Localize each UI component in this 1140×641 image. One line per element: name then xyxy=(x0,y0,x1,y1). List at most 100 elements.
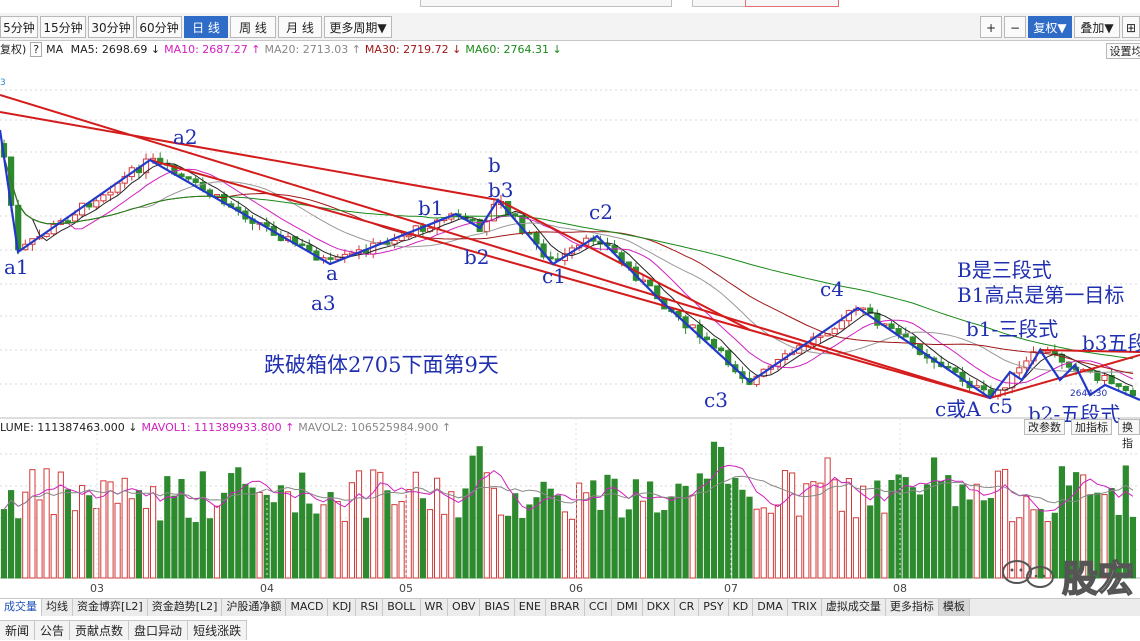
volume-bar-151 xyxy=(1073,472,1080,579)
candle-body-134 xyxy=(952,367,959,373)
indicator-tab-12[interactable]: ENE xyxy=(515,599,546,616)
period-monthly[interactable]: 月 线 xyxy=(278,16,322,38)
indicator-tab-17[interactable]: CR xyxy=(675,599,700,616)
add-indicator-button[interactable]: 加指标 xyxy=(1071,419,1112,435)
candle-body-10 xyxy=(71,214,79,222)
candle-body-25 xyxy=(178,173,185,178)
indicator-tab-10[interactable]: OBV xyxy=(448,599,481,616)
kline-chart[interactable]: 03 04 05 06 07 08 xyxy=(0,0,1140,600)
period-60min[interactable]: 60分钟 xyxy=(136,16,182,38)
candle-body-68 xyxy=(483,220,490,233)
indicator-tab-15[interactable]: DMI xyxy=(612,599,643,616)
period-daily[interactable]: 日 线 xyxy=(184,16,228,38)
volume-bar-156 xyxy=(1108,487,1115,579)
month-label-1: 04 xyxy=(260,582,274,595)
candle-body-46 xyxy=(327,257,334,260)
indicator-tab-2[interactable]: 资金博弈[L2] xyxy=(73,599,148,616)
volume-bar-134 xyxy=(952,506,959,579)
candle-body-118 xyxy=(838,320,845,330)
info-tab-2[interactable]: 贡献点数 xyxy=(70,620,130,640)
volume-bar-157 xyxy=(1115,514,1122,579)
candle-body-13 xyxy=(93,200,100,208)
volume-bar-99 xyxy=(703,478,710,579)
volume-bar-71 xyxy=(505,515,512,579)
zoom-out-button[interactable]: − xyxy=(1004,16,1026,38)
indicator-tab-8[interactable]: BOLL xyxy=(383,599,421,616)
x-axis-month-labels: 03 04 05 06 07 08 xyxy=(90,418,907,595)
label-c-or-A: c或A xyxy=(935,397,981,421)
period-15min[interactable]: 15分钟 xyxy=(40,16,86,38)
info-tab-3[interactable]: 盘口异动 xyxy=(129,620,189,640)
indicator-tab-23[interactable]: 更多指标 xyxy=(886,599,939,616)
indicator-tab-bar: 成交量 均线 资金博弈[L2] 资金趋势[L2] 沪股通净额 MACD KDJ RSI BOLL… xyxy=(0,598,1140,616)
indicator-tab-3[interactable]: 资金趋势[L2] xyxy=(148,599,223,616)
info-tab-4[interactable]: 短线涨跌 xyxy=(188,620,248,640)
volume-bar-131 xyxy=(931,457,938,579)
ma-settings-button[interactable]: 设置均 xyxy=(1106,43,1140,59)
indicator-tab-4[interactable]: 沪股通净额 xyxy=(222,599,287,616)
indicator-tab-14[interactable]: CCI xyxy=(585,599,613,616)
indicator-tab-6[interactable]: KDJ xyxy=(328,599,357,616)
volume-bar-0 xyxy=(0,509,8,579)
period-more-dropdown[interactable]: 更多周期▼ xyxy=(324,16,392,38)
indicator-tab-24[interactable]: 模板 xyxy=(938,599,970,616)
volume-ma-lines xyxy=(3,464,1134,512)
indicator-tab-1[interactable]: 均线 xyxy=(42,599,73,616)
volume-bar-40 xyxy=(284,491,292,579)
candle-body-101 xyxy=(718,347,725,352)
volume-bar-34 xyxy=(242,483,249,579)
candle-body-122 xyxy=(867,307,874,314)
indicator-tab-16[interactable]: DKX xyxy=(643,599,675,616)
candle-body-150 xyxy=(1065,361,1073,368)
info-tab-0[interactable]: 新闻 xyxy=(0,620,36,640)
indicator-tab-13[interactable]: BRAR xyxy=(546,599,585,616)
volume-bar-68 xyxy=(483,472,490,579)
volume-bar-124 xyxy=(881,512,888,579)
indicator-tab-22[interactable]: 虚拟成交量 xyxy=(822,599,886,616)
restore-rights-dropdown[interactable]: 复权▼ xyxy=(1028,16,1072,38)
restore-rights-label: 复权) xyxy=(0,43,27,56)
trend-line-2 xyxy=(149,159,991,399)
indicator-tab-7[interactable]: RSI xyxy=(356,599,384,616)
indicator-tab-0[interactable]: 成交量 xyxy=(0,599,42,616)
indicator-tab-21[interactable]: TRIX xyxy=(788,599,822,616)
period-30min[interactable]: 30分钟 xyxy=(88,16,134,38)
volume-bar-45 xyxy=(320,504,327,579)
indicator-tab-18[interactable]: PSY xyxy=(699,599,729,616)
indicator-tab-11[interactable]: BIAS xyxy=(480,599,515,616)
indicator-tab-20[interactable]: DMA xyxy=(753,599,788,616)
indicator-tab-5[interactable]: MACD xyxy=(286,599,329,616)
edit-params-button[interactable]: 改参数 xyxy=(1024,419,1065,435)
volume-bar-158 xyxy=(1122,465,1129,579)
volume-bar-4 xyxy=(29,469,36,579)
trend-lines xyxy=(0,94,1140,399)
volume-bar-101 xyxy=(718,446,725,579)
label-a: a xyxy=(326,261,338,285)
volume-bar-93 xyxy=(661,510,668,579)
volume-bar-121 xyxy=(860,485,867,579)
candle-body-26 xyxy=(185,176,192,180)
info-tab-1[interactable]: 公告 xyxy=(35,620,71,640)
volume-bar-52 xyxy=(370,469,377,579)
indicator-tab-19[interactable]: KD xyxy=(729,599,754,616)
volume-bar-62 xyxy=(441,513,448,579)
vol-ma-line-10 xyxy=(3,475,1134,510)
label-a1: a1 xyxy=(4,255,29,279)
volume-bar-7 xyxy=(50,514,57,579)
volume-bar-100 xyxy=(710,441,718,579)
volume-bar-9 xyxy=(64,489,72,579)
indicator-tab-9[interactable]: WR xyxy=(421,599,449,616)
help-icon[interactable]: ? xyxy=(30,42,43,57)
volume-bar-129 xyxy=(916,494,923,579)
volume-bar-48 xyxy=(341,520,348,579)
zoom-in-button[interactable]: + xyxy=(980,16,1002,38)
volume-bar-26 xyxy=(185,517,192,579)
overlay-dropdown[interactable]: 叠加▼ xyxy=(1074,16,1120,38)
volume-bar-56 xyxy=(398,501,405,579)
switch-indicator-button[interactable]: 换指 xyxy=(1118,419,1140,450)
period-5min[interactable]: 5分钟 xyxy=(0,16,38,38)
volume-bar-92 xyxy=(654,512,661,579)
period-weekly[interactable]: 周 线 xyxy=(230,16,276,38)
volume-bar-143 xyxy=(1016,517,1023,579)
volume-bar-17 xyxy=(121,477,128,579)
